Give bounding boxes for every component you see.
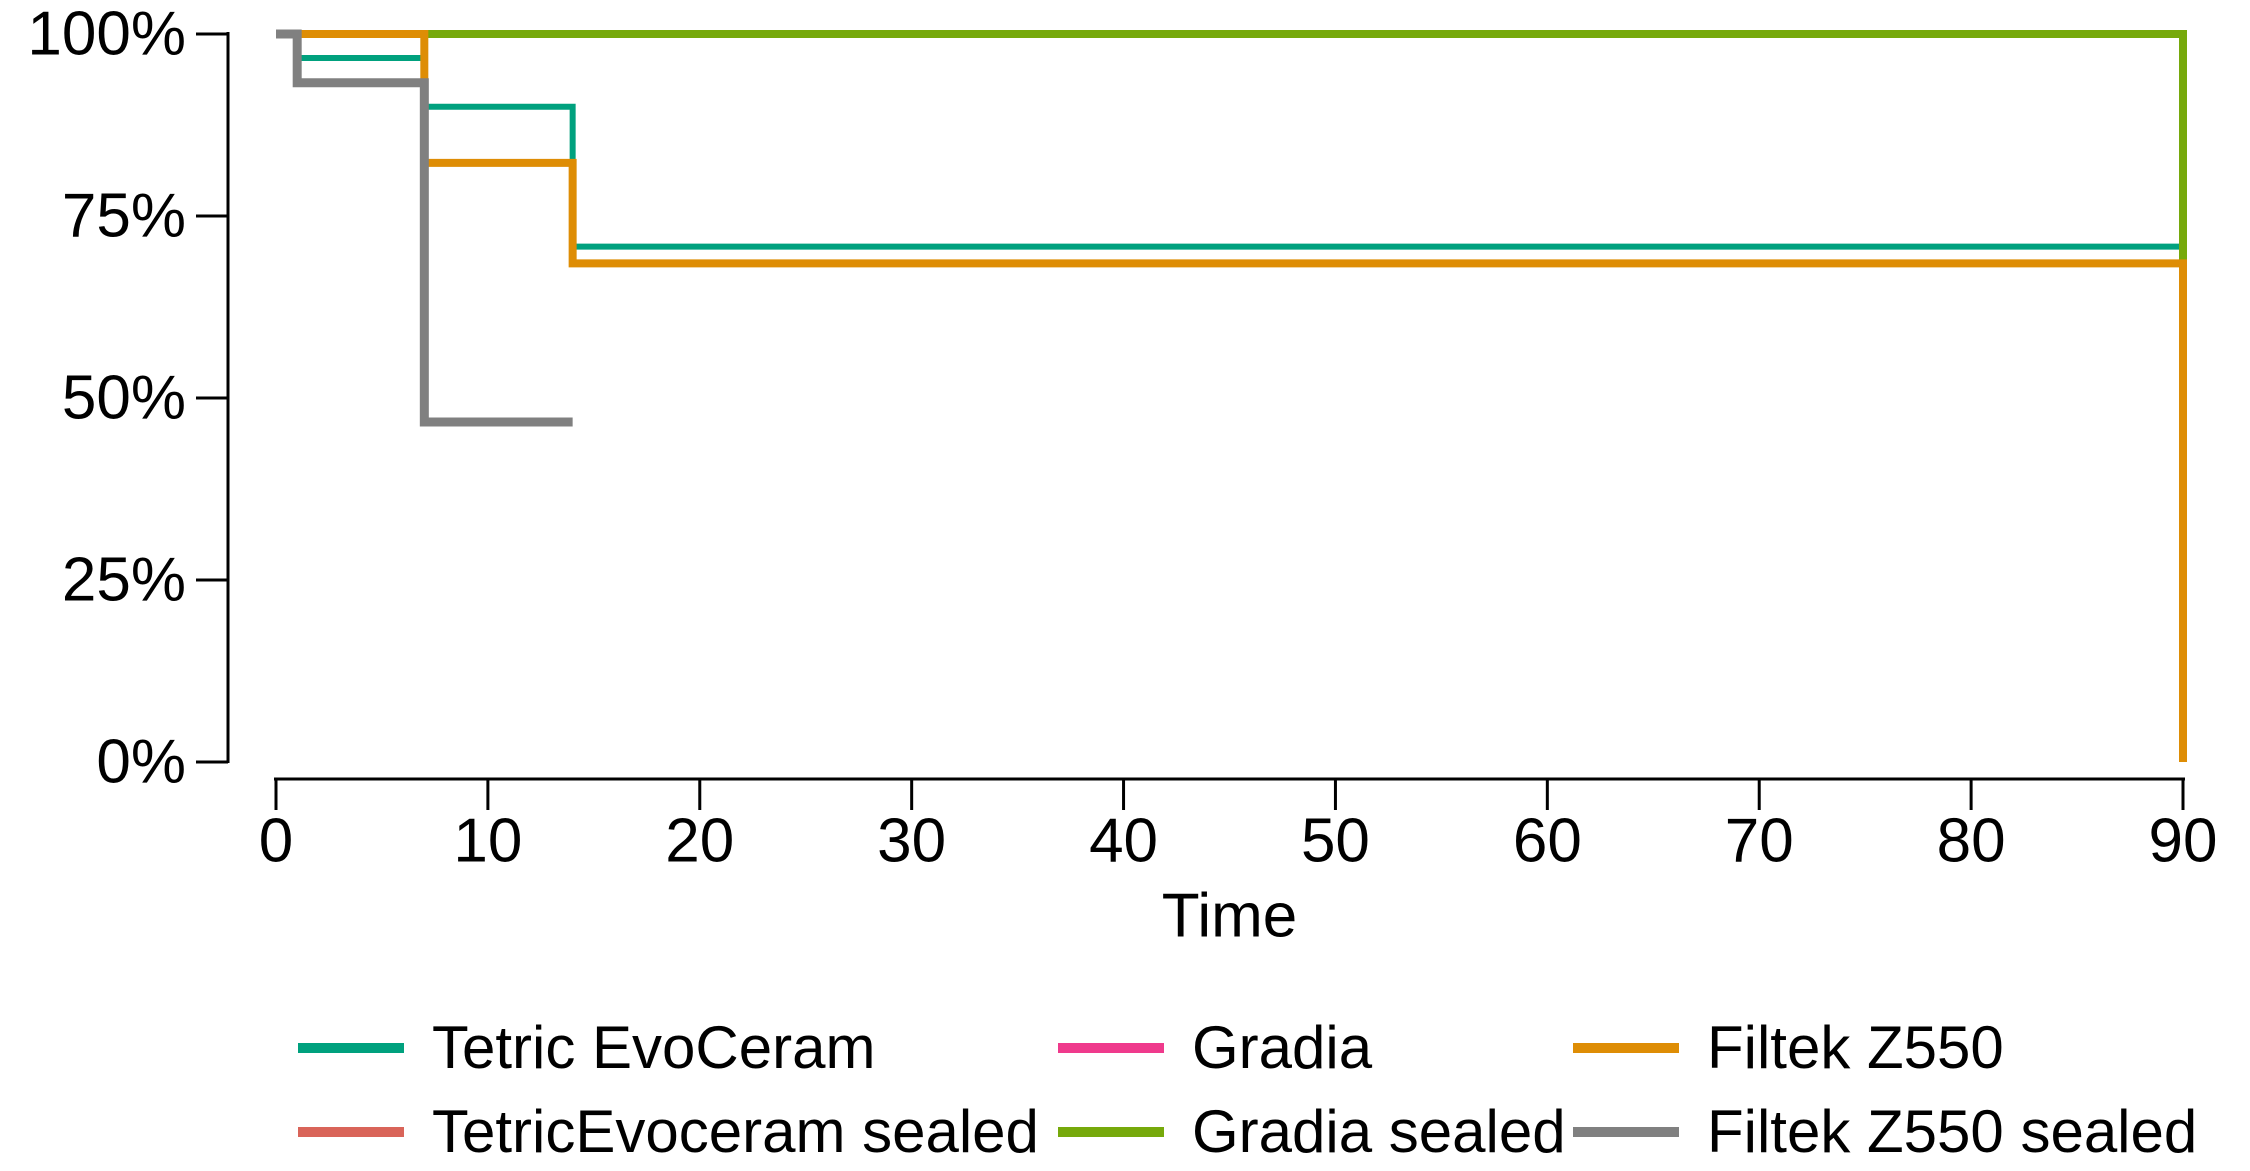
x-tick-label: 50 — [1301, 807, 1370, 876]
legend-label: TetricEvoceram sealed — [432, 1098, 1039, 1165]
y-tick-label: 100% — [27, 0, 186, 69]
legend-label: Filtek Z550 sealed — [1707, 1098, 2198, 1165]
legend-item-tetric-evoceram: Tetric EvoCeram — [298, 1010, 1058, 1086]
legend-item-gradia: Gradia — [1058, 1010, 1573, 1086]
legend-swatch-tetric-evoceram — [298, 1043, 404, 1053]
survival-curve-tetric-evoceram — [276, 31, 2183, 250]
x-tick-label: 70 — [1725, 807, 1794, 876]
legend-swatch-filtek-z550 — [1573, 1043, 1679, 1053]
survival-curve-filtek-z550-sealed — [276, 29, 573, 427]
survival-curve-filtek-z550 — [276, 30, 2187, 762]
legend-item-gradia-sealed: Gradia sealed — [1058, 1094, 1573, 1170]
x-tick-label: 30 — [877, 807, 946, 876]
legend-swatch-gradia — [1058, 1043, 1164, 1053]
legend-swatch-filtek-z550-sealed — [1573, 1127, 1679, 1137]
legend-item-filtek-z550: Filtek Z550 — [1573, 1010, 2197, 1086]
x-tick-label: 80 — [1937, 807, 2006, 876]
legend-label: Gradia sealed — [1192, 1098, 1566, 1165]
x-tick-label: 20 — [665, 807, 734, 876]
legend-item-filtek-z550-sealed: Filtek Z550 sealed — [1573, 1094, 2197, 1170]
x-tick-label: 90 — [2149, 807, 2218, 876]
legend-swatch-gradia-sealed — [1058, 1127, 1164, 1137]
legend-item-tetricevoceram-sealed: TetricEvoceram sealed — [298, 1094, 1058, 1170]
legend-label: Filtek Z550 — [1707, 1014, 2004, 1081]
x-axis-title: Time — [1162, 882, 1297, 951]
legend: Tetric EvoCeram Gradia Filtek Z550 TetricEv… — [298, 1010, 2197, 1170]
x-tick-label: 60 — [1513, 807, 1582, 876]
y-tick-label: 0% — [96, 728, 186, 797]
legend-label: Gradia — [1192, 1014, 1373, 1081]
legend-label: Tetric EvoCeram — [432, 1014, 876, 1081]
x-tick-label: 0 — [259, 807, 293, 876]
survival-curve-gradia-sealed — [276, 30, 2187, 263]
x-tick-label: 10 — [453, 807, 522, 876]
legend-swatch-tetricevoceram-sealed — [298, 1127, 404, 1137]
y-tick-label: 25% — [62, 546, 186, 615]
y-tick-label: 75% — [62, 182, 186, 251]
y-tick-label: 50% — [62, 364, 186, 433]
x-tick-label: 40 — [1089, 807, 1158, 876]
